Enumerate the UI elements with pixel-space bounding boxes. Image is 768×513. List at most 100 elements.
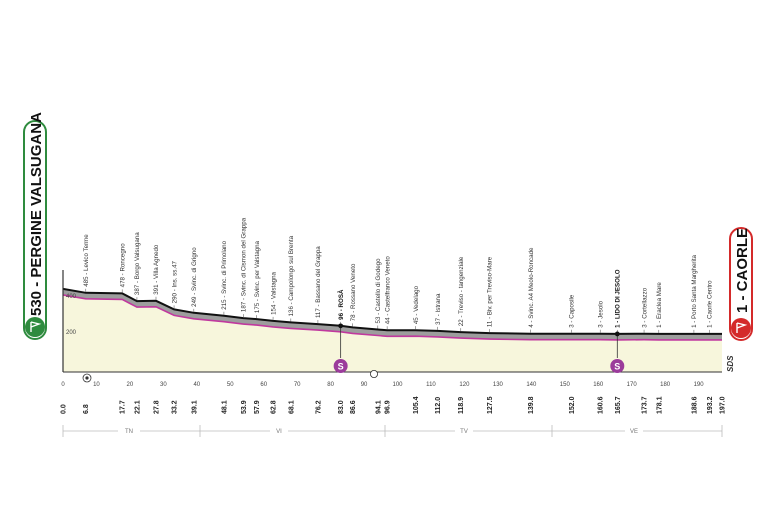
km-label: 160.6 [598, 396, 605, 414]
waypoint-label: 154 - Valstagna [270, 271, 277, 314]
region-label: TV [460, 429, 468, 435]
axis-tick-label: 10 [93, 382, 100, 388]
waypoint-label: 96 - ROSÀ [338, 289, 345, 320]
waypoint-label: 175 - Svinc. per Valstagna [254, 240, 261, 313]
waypoint-label: 136 - Campolongo sul Brenta [288, 235, 295, 316]
km-zero-marker [82, 373, 92, 383]
waypoint-label: 387 - Borgo Valsugana [134, 232, 141, 295]
axis-tick-label: 150 [560, 382, 571, 388]
waypoint-label: 249 - Svinc. di Grigno [191, 247, 198, 307]
km-label: 127.5 [487, 396, 494, 414]
waypoint-label: 22 - Treviso - tangenziale [458, 256, 465, 326]
waypoint-label: 4 - Svinc. A4 Meolo-Roncade [528, 247, 535, 328]
finish-city-label: 1 - CAORLE [734, 228, 751, 313]
axis-tick-label: 110 [426, 382, 436, 388]
km-label: 76.2 [315, 400, 322, 414]
region-label: TN [125, 429, 133, 435]
axis-tick-label: 100 [393, 382, 404, 388]
region-label: VI [276, 429, 282, 435]
axis-tick-label: 140 [526, 382, 537, 388]
altitude-tick: 200 [66, 330, 77, 336]
finish-badge: 1 - CAORLE [729, 227, 753, 341]
km-label: 86.6 [350, 400, 357, 414]
sprint-label: S [614, 362, 620, 372]
waypoint-label: 1 - Eraclea Mare [656, 282, 663, 328]
km-label: 6.8 [83, 404, 90, 414]
km-label: 118.9 [458, 397, 465, 414]
waypoint-label: 1 - LIDO DI JESOLO [614, 269, 621, 328]
km-label: 152.0 [569, 396, 576, 414]
waypoint-label: 1 - Porto Santa Margherita [691, 254, 698, 327]
waypoint-label: 478 - Roncegno [119, 243, 126, 288]
km-label: 94.1 [375, 400, 382, 414]
waypoint-label: 3 - Caposile [569, 294, 576, 328]
km-label: 48.1 [221, 400, 228, 414]
waypoint-label: 1 - Caorle Centro [706, 280, 713, 328]
start-badge: 530 - PERGINE VALSUGANA [23, 112, 47, 340]
km-label: 68.1 [288, 400, 295, 414]
km-label: 39.1 [191, 400, 198, 414]
profile-edge [62, 287, 722, 335]
waypoint-label: 44 - Castelfranco Veneto [384, 256, 391, 325]
axis-tick-label: 130 [493, 382, 504, 388]
axis-tick-label: 0 [61, 382, 65, 388]
axis-tick-label: 90 [361, 382, 368, 388]
region-label: VE [630, 429, 638, 435]
km-label: 96.9 [385, 400, 392, 414]
waypoint-label: 3 - Jesolo [597, 300, 604, 327]
axis-tick-label: 60 [260, 382, 267, 388]
km-label: 57.9 [254, 400, 261, 414]
distance-axis: 0 10 20 30 40 50 60 70 80 90 100 110 120 130 140 150 160… [61, 382, 704, 388]
km-label: 33.2 [172, 400, 179, 414]
altitude-tick: 400 [66, 294, 77, 300]
waypoint-label: 215 - Svinc. di Primolano [221, 240, 228, 309]
waypoint-label: 37 - Istrana [435, 293, 442, 325]
km-label: 22.1 [134, 400, 141, 414]
start-flag-icon [25, 317, 45, 337]
axis-tick-label: 160 [593, 382, 604, 388]
axis-tick-label: 170 [627, 382, 638, 388]
axis-tick-label: 30 [160, 382, 167, 388]
km-label: 62.8 [271, 400, 278, 414]
waypoint-label: 187 - Svinc. di Cismon del Grappa [241, 217, 248, 312]
km-label: 165.7 [615, 396, 622, 414]
region-bar: TN VI TV VE [62, 425, 723, 437]
waypoint-label: 117 - Bassano del Grappa [315, 246, 322, 318]
waypoint-label: 290 - Ins. ss.47 [171, 260, 178, 303]
km-label: 173.7 [642, 396, 649, 414]
axis-tick-label: 50 [227, 382, 234, 388]
km-label: 112.0 [435, 397, 442, 414]
km-label: 188.6 [691, 396, 698, 414]
km-label: 53.9 [241, 400, 248, 414]
finish-flag-icon [731, 318, 751, 338]
waypoint-label: 53 - Castello di Godego [375, 258, 382, 324]
waypoint-label: 3 - Cortellazzo [641, 287, 648, 327]
start-city-label: 530 - PERGINE VALSUGANA [28, 112, 45, 316]
waypoint-label: 45 - Vedelago [413, 285, 420, 324]
km-label: 193.2 [707, 396, 714, 414]
sprint-icon [610, 359, 625, 373]
km-labels: 0.0 6.8 17.7 22.1 27.8 33.2 39.1 48.1 53.9 57.9 62… [61, 396, 727, 414]
waypoint-label: 11 - Biv. per Treviso-Mare [487, 256, 494, 327]
axis-tick-label: 80 [327, 382, 334, 388]
km-label: 105.4 [413, 396, 420, 414]
altitude-ticks: 400 200 [66, 294, 77, 336]
sprint-point [338, 323, 344, 329]
sds-logo: SDS [726, 355, 735, 372]
axis-tick-label: 190 [694, 382, 705, 388]
km-label: 17.7 [120, 400, 127, 414]
km-label: 27.8 [153, 400, 160, 414]
sprint-label: S [338, 362, 344, 372]
sprint-icon [333, 359, 348, 373]
axis-tick-label: 180 [660, 382, 671, 388]
waypoint-label: 485 - Levico Terme [83, 234, 90, 287]
km-label: 83.0 [338, 400, 345, 414]
feed-zone-marker [369, 369, 378, 378]
axis-tick-label: 120 [459, 382, 470, 388]
waypoint-label: 391 - Villa Agnedo [153, 244, 160, 295]
km-label: 139.8 [528, 396, 535, 414]
km-label: 197.0 [720, 396, 727, 414]
profile-terrain [63, 294, 722, 372]
